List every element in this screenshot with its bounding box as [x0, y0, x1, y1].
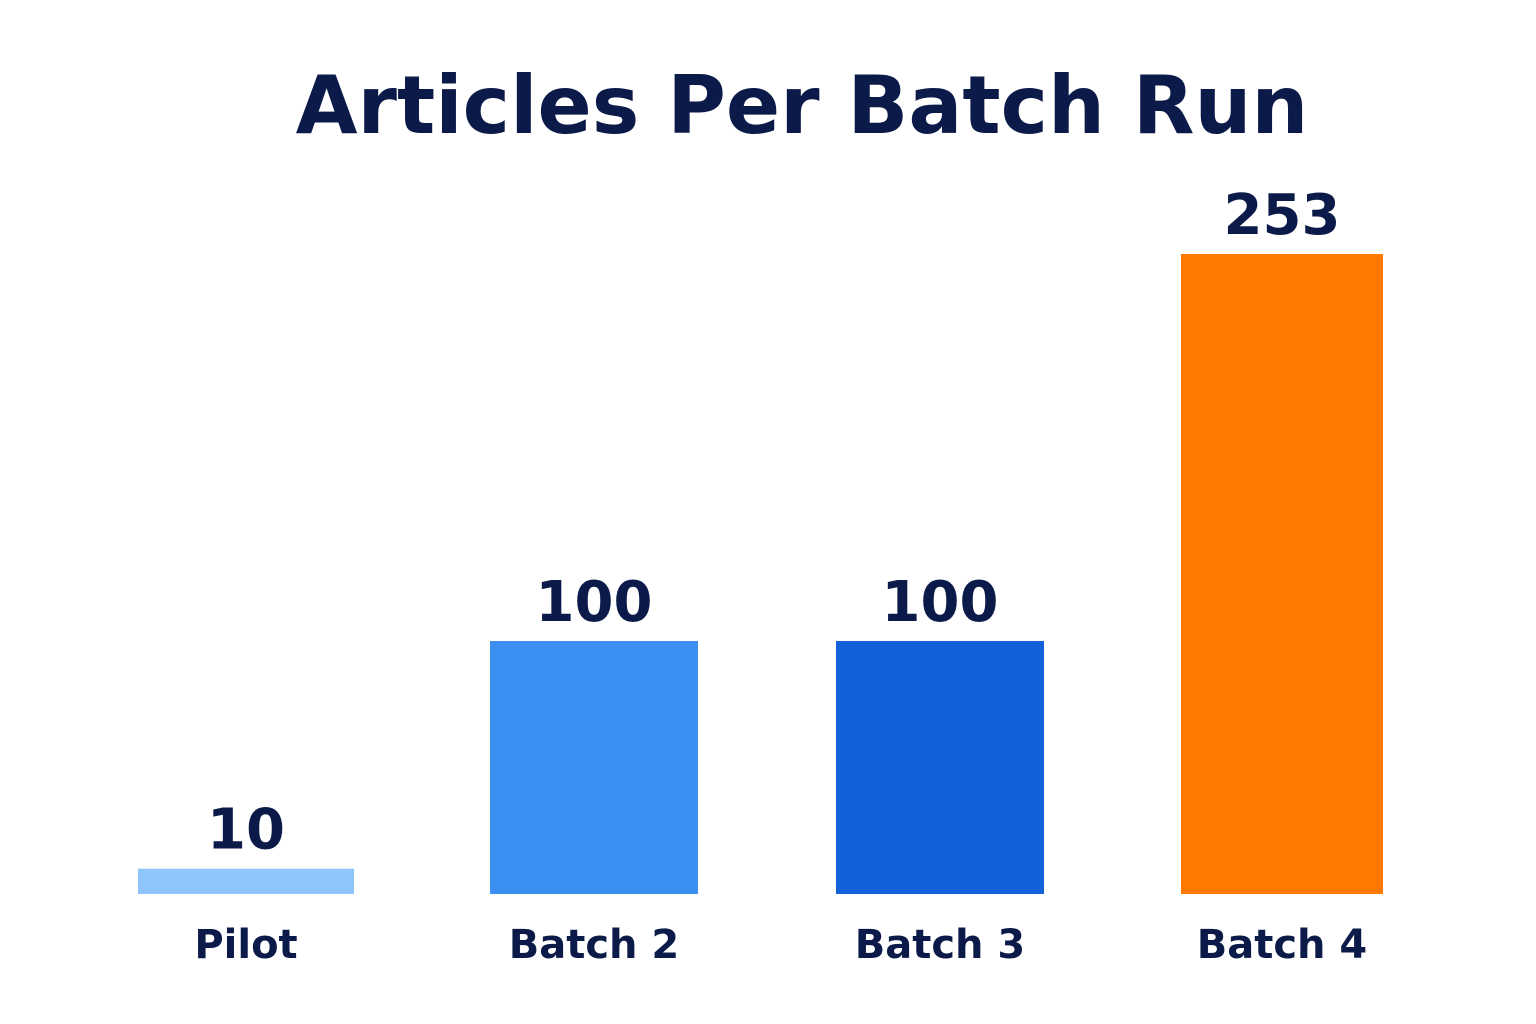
category-label-batch-3: Batch 3 — [855, 922, 1026, 968]
bar-batch-2 — [490, 641, 698, 894]
value-labels-group: 10 100 100 253 — [207, 183, 1340, 863]
bar-batch-4 — [1181, 254, 1383, 894]
bar-pilot — [138, 868, 354, 894]
value-label-batch-2: 100 — [536, 570, 653, 635]
category-labels-group: Pilot Batch 2 Batch 3 Batch 4 — [194, 922, 1367, 968]
category-label-batch-2: Batch 2 — [509, 922, 680, 968]
category-label-pilot: Pilot — [194, 922, 297, 968]
value-label-batch-4: 253 — [1224, 183, 1341, 248]
value-label-pilot: 10 — [207, 798, 285, 863]
value-label-batch-3: 100 — [882, 570, 999, 635]
bar-batch-3 — [836, 641, 1044, 894]
bars-group — [138, 254, 1383, 894]
chart-title: Articles Per Batch Run — [296, 59, 1309, 152]
category-label-batch-4: Batch 4 — [1197, 922, 1368, 968]
